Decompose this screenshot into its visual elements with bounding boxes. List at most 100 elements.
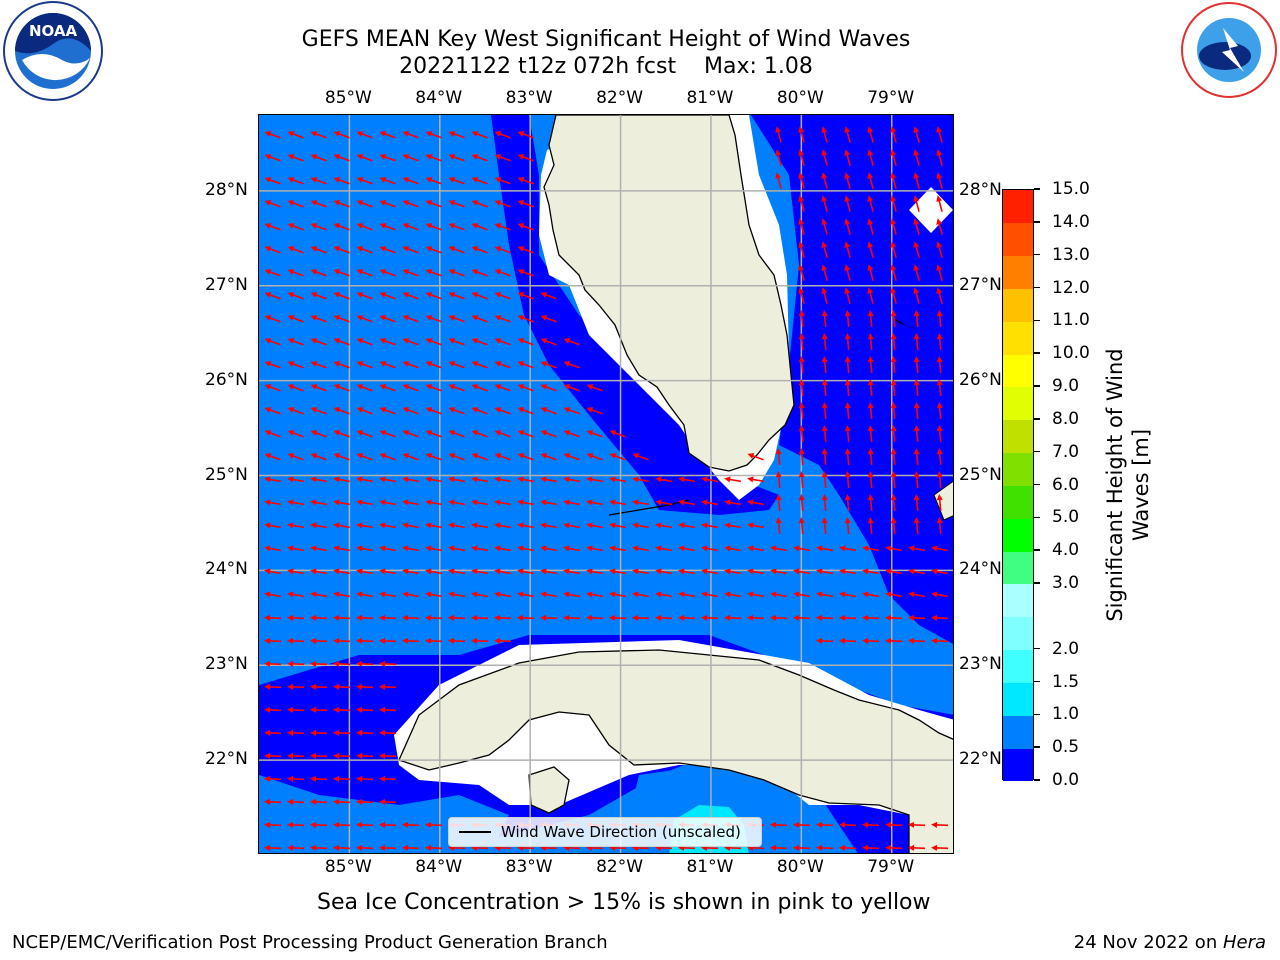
wind-wave-arrow xyxy=(798,448,805,466)
colorbar-segment xyxy=(1003,354,1033,388)
wind-wave-arrow xyxy=(310,637,328,644)
wind-wave-arrow xyxy=(356,384,373,392)
wind-wave-arrow xyxy=(379,844,397,851)
wind-wave-arrow xyxy=(563,499,581,506)
colorbar-tick xyxy=(1034,221,1040,223)
wind-wave-arrow xyxy=(798,379,805,397)
colorbar-tick xyxy=(1034,483,1040,486)
wind-wave-arrow xyxy=(494,177,511,185)
wind-wave-arrow xyxy=(770,614,788,621)
wind-wave-arrow xyxy=(913,195,920,212)
wind-wave-arrow xyxy=(867,195,874,212)
wind-wave-arrow xyxy=(287,177,304,185)
wind-wave-arrow xyxy=(540,568,558,575)
wind-wave-arrow xyxy=(867,517,874,535)
wind-wave-arrow xyxy=(356,614,374,621)
wind-wave-arrow xyxy=(931,821,949,828)
wind-wave-arrow xyxy=(379,315,396,323)
wind-wave-arrow xyxy=(356,177,373,185)
wind-wave-arrow xyxy=(747,568,765,575)
lat-label-left: 28°N xyxy=(205,179,248,200)
wind-wave-arrow xyxy=(287,798,305,805)
lat-label-left: 25°N xyxy=(205,464,248,485)
wind-wave-arrow xyxy=(913,517,920,535)
wind-wave-arrow xyxy=(517,591,535,598)
wind-wave-arrow xyxy=(264,522,282,529)
colorbar-tick xyxy=(1034,450,1040,453)
colorbar-tick-label: 12.0 xyxy=(1052,277,1090,298)
wind-wave-arrow xyxy=(908,545,926,552)
colorbar-segment xyxy=(1003,419,1033,454)
wind-wave-arrow xyxy=(356,775,374,782)
wind-wave-arrow xyxy=(844,287,851,304)
wind-wave-arrow xyxy=(517,131,534,139)
wind-wave-arrow xyxy=(356,798,374,805)
wind-wave-arrow xyxy=(867,471,874,489)
wind-wave-arrow xyxy=(798,425,805,443)
wind-wave-arrow xyxy=(678,591,696,598)
wind-wave-arrow xyxy=(494,453,511,461)
wind-wave-arrow xyxy=(798,333,805,351)
wind-wave-arrow xyxy=(770,821,788,828)
wind-wave-arrow xyxy=(913,172,920,189)
wind-wave-arrow xyxy=(287,568,305,575)
wind-wave-arrow xyxy=(264,545,282,552)
land-keys xyxy=(608,499,690,516)
colorbar-tick xyxy=(1034,647,1040,650)
wind-wave-arrow xyxy=(913,149,920,166)
wind-wave-arrow xyxy=(402,844,420,851)
legend-line-icon xyxy=(459,831,491,833)
wind-wave-arrow xyxy=(287,407,304,415)
wind-wave-arrow xyxy=(747,545,765,552)
wind-wave-arrow xyxy=(448,545,466,552)
wind-wave-arrow xyxy=(540,384,557,392)
wind-wave-arrow xyxy=(936,517,943,535)
wind-wave-arrow xyxy=(448,568,466,575)
wind-wave-arrow xyxy=(747,453,764,461)
wind-wave-arrow xyxy=(632,591,650,598)
wind-wave-arrow xyxy=(379,568,397,575)
wind-wave-arrow xyxy=(821,448,828,466)
wind-wave-arrow xyxy=(448,200,465,208)
wind-wave-arrow xyxy=(310,338,327,346)
wind-wave-arrow xyxy=(517,614,535,621)
wind-wave-arrow xyxy=(310,614,328,621)
colorbar-tick-label: 14.0 xyxy=(1052,211,1090,232)
wind-wave-arrow xyxy=(821,517,828,535)
colorbar-tick-label: 10.0 xyxy=(1052,343,1090,364)
wind-wave-arrow xyxy=(913,333,920,351)
wind-wave-arrow xyxy=(540,545,558,552)
wind-wave-arrow xyxy=(310,568,328,575)
wind-wave-arrow xyxy=(821,333,828,351)
wind-wave-arrow xyxy=(724,545,742,552)
wind-wave-arrow xyxy=(839,591,857,598)
colorbar-tick-label: 5.0 xyxy=(1052,507,1080,528)
wind-wave-arrow xyxy=(890,218,897,235)
wind-wave-arrow xyxy=(402,338,419,346)
land-bahamas-1 xyxy=(933,480,953,521)
wind-wave-arrow xyxy=(402,361,419,369)
wind-wave-arrow xyxy=(402,292,419,300)
colorbar-segment xyxy=(1003,288,1033,322)
wind-wave-arrow xyxy=(936,149,943,166)
colorbar-tick-label: 15.0 xyxy=(1052,179,1090,199)
wind-wave-arrow xyxy=(678,499,696,506)
wind-wave-arrow xyxy=(821,172,828,189)
wind-wave-arrow xyxy=(844,379,851,397)
wind-wave-arrow xyxy=(701,476,719,483)
wind-wave-arrow xyxy=(936,356,943,374)
wind-wave-arrow xyxy=(793,614,811,621)
wind-wave-arrow xyxy=(333,752,351,759)
wind-wave-arrow xyxy=(333,338,350,346)
wind-wave-arrow xyxy=(867,356,874,374)
wind-wave-arrow xyxy=(379,154,396,162)
wind-wave-arrow xyxy=(310,315,327,323)
wind-wave-arrow xyxy=(563,384,580,392)
wind-wave-arrow xyxy=(287,292,304,300)
wind-wave-arrow xyxy=(775,494,782,512)
wind-wave-arrow xyxy=(356,246,373,254)
wind-wave-arrow xyxy=(425,430,442,438)
wind-wave-arrow xyxy=(448,614,466,621)
wind-wave-arrow xyxy=(379,269,396,277)
wind-wave-arrow xyxy=(890,310,897,328)
